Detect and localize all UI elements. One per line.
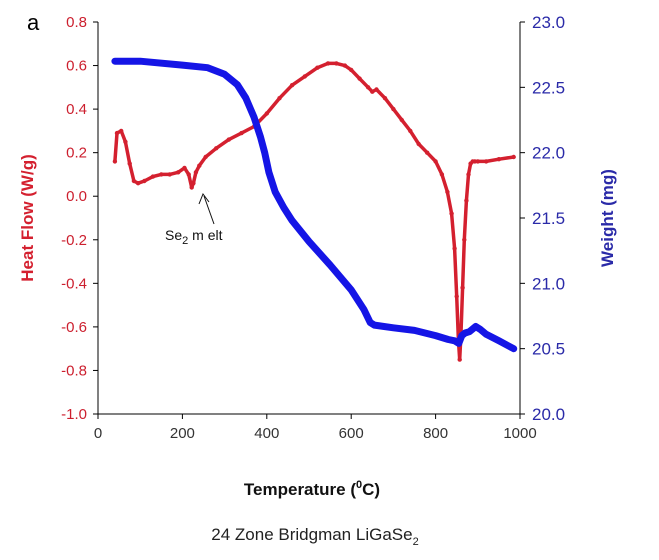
heat-flow-point: [496, 157, 502, 162]
x-axis-title: Temperature (0C): [244, 479, 380, 499]
heat-flow-point: [449, 211, 454, 216]
y-right-tick-label: 21.0: [532, 274, 565, 293]
y-left-axis-title: Heat Flow (W/g): [18, 154, 37, 281]
annotation-arrow: [203, 195, 215, 225]
y-left-tick-label: 0.2: [66, 145, 87, 162]
heat-flow-point: [382, 96, 388, 101]
y-right-tick-label: 20.0: [532, 405, 565, 424]
y-left-tick-label: -1.0: [61, 406, 87, 423]
x-tick-label: 400: [254, 425, 279, 442]
ticks-group: 0 200 400 600 800 1000 0.8 0.6 0.4 0.2 0.0 -0.2 -0.4…: [61, 13, 565, 442]
y-right-tick-label: 22.0: [532, 144, 565, 163]
heat-flow-point: [203, 154, 208, 160]
panel-label: a: [27, 10, 40, 35]
plot-frame: [97, 22, 521, 415]
heat-flow-point: [239, 130, 244, 136]
y-left-tick-label: 0.4: [66, 101, 87, 118]
heat-flow-point: [182, 165, 187, 171]
y-left-tick-label: 0.0: [66, 188, 87, 205]
heat-flow-point: [131, 178, 137, 184]
heat-flow-point: [462, 237, 467, 242]
heat-flow-point: [511, 154, 516, 160]
heat-flow-point: [186, 172, 191, 177]
heat-flow-point: [454, 294, 459, 299]
heat-flow-point: [167, 172, 172, 177]
heat-flow-point: [425, 150, 430, 155]
heat-flow-point: [475, 159, 480, 164]
heat-flow-point: [334, 61, 339, 66]
x-tick-label: 800: [423, 425, 448, 442]
heat-flow-point: [439, 172, 445, 177]
x-tick-label: 600: [339, 425, 364, 442]
heat-flow-point: [135, 181, 141, 186]
series-layer: [111, 57, 518, 362]
y-left-tick-label: -0.8: [61, 362, 87, 379]
heat-flow-point: [464, 198, 469, 203]
heat-flow-point: [315, 65, 320, 70]
heat-flow-point: [112, 159, 118, 164]
heat-flow-point: [127, 161, 132, 166]
y-right-axis-title: Weight (mg): [598, 169, 617, 267]
annotation-text: Se2 m elt: [165, 227, 223, 247]
annotation-group: Se2 m elt: [165, 192, 223, 247]
heat-flow-point: [142, 178, 147, 184]
y-right-tick-label: 20.5: [532, 340, 565, 359]
heat-flow-point: [365, 85, 371, 90]
y-right-tick-label: 22.5: [532, 78, 565, 97]
heat-flow-point: [123, 139, 128, 144]
heat-flow-point: [214, 146, 219, 151]
heat-flow-point: [325, 61, 331, 66]
heat-flow-point: [289, 83, 295, 88]
heat-flow-point: [114, 130, 120, 136]
y-right-tick-label: 23.0: [532, 13, 565, 32]
y-left-tick-label: -0.4: [61, 275, 87, 292]
caption: 24 Zone Bridgman LiGaSe2: [211, 525, 418, 548]
weight-line: [111, 57, 518, 353]
heat-flow-point: [399, 117, 404, 123]
heat-flow-point: [452, 246, 457, 251]
heat-flow-point: [370, 89, 375, 94]
heat-flow-point: [433, 159, 438, 164]
heat-flow-point: [445, 189, 450, 195]
heat-flow-point: [416, 141, 421, 147]
heat-flow-point: [197, 163, 202, 168]
heat-flow-point: [466, 172, 471, 177]
heat-flow-point: [357, 76, 362, 81]
heat-flow-point: [119, 128, 124, 134]
y-left-tick-label: -0.2: [61, 232, 87, 249]
heat-flow-point: [408, 128, 413, 134]
heat-flow-point: [302, 74, 307, 79]
y-left-tick-label: 0.6: [66, 58, 87, 75]
heat-flow-point: [191, 181, 196, 186]
x-tick-label: 1000: [503, 425, 536, 442]
x-tick-label: 200: [170, 425, 195, 442]
heat-flow-point: [189, 185, 194, 190]
heat-flow-point: [460, 285, 465, 290]
x-tick-label: 0: [94, 425, 102, 442]
heat-flow-point: [176, 170, 181, 175]
heat-flow-point: [457, 357, 462, 362]
heat-flow-point: [484, 159, 489, 164]
heat-flow-point: [374, 87, 379, 92]
y-left-tick-label: -0.6: [61, 319, 87, 336]
heat-flow-point: [349, 67, 354, 73]
heat-flow-point: [264, 111, 269, 116]
heat-flow-point: [277, 96, 282, 101]
heat-flow-point: [391, 106, 396, 112]
heat-flow-point: [150, 174, 156, 179]
heat-flow-point: [193, 170, 199, 175]
y-left-tick-label: 0.8: [66, 14, 87, 31]
heat-flow-point: [159, 172, 164, 177]
heat-flow-line: [113, 61, 516, 362]
annotation-arrowhead: [198, 192, 210, 205]
heat-flow-point: [226, 137, 231, 142]
y-right-tick-label: 21.5: [532, 209, 565, 228]
heat-flow-point: [342, 63, 348, 68]
